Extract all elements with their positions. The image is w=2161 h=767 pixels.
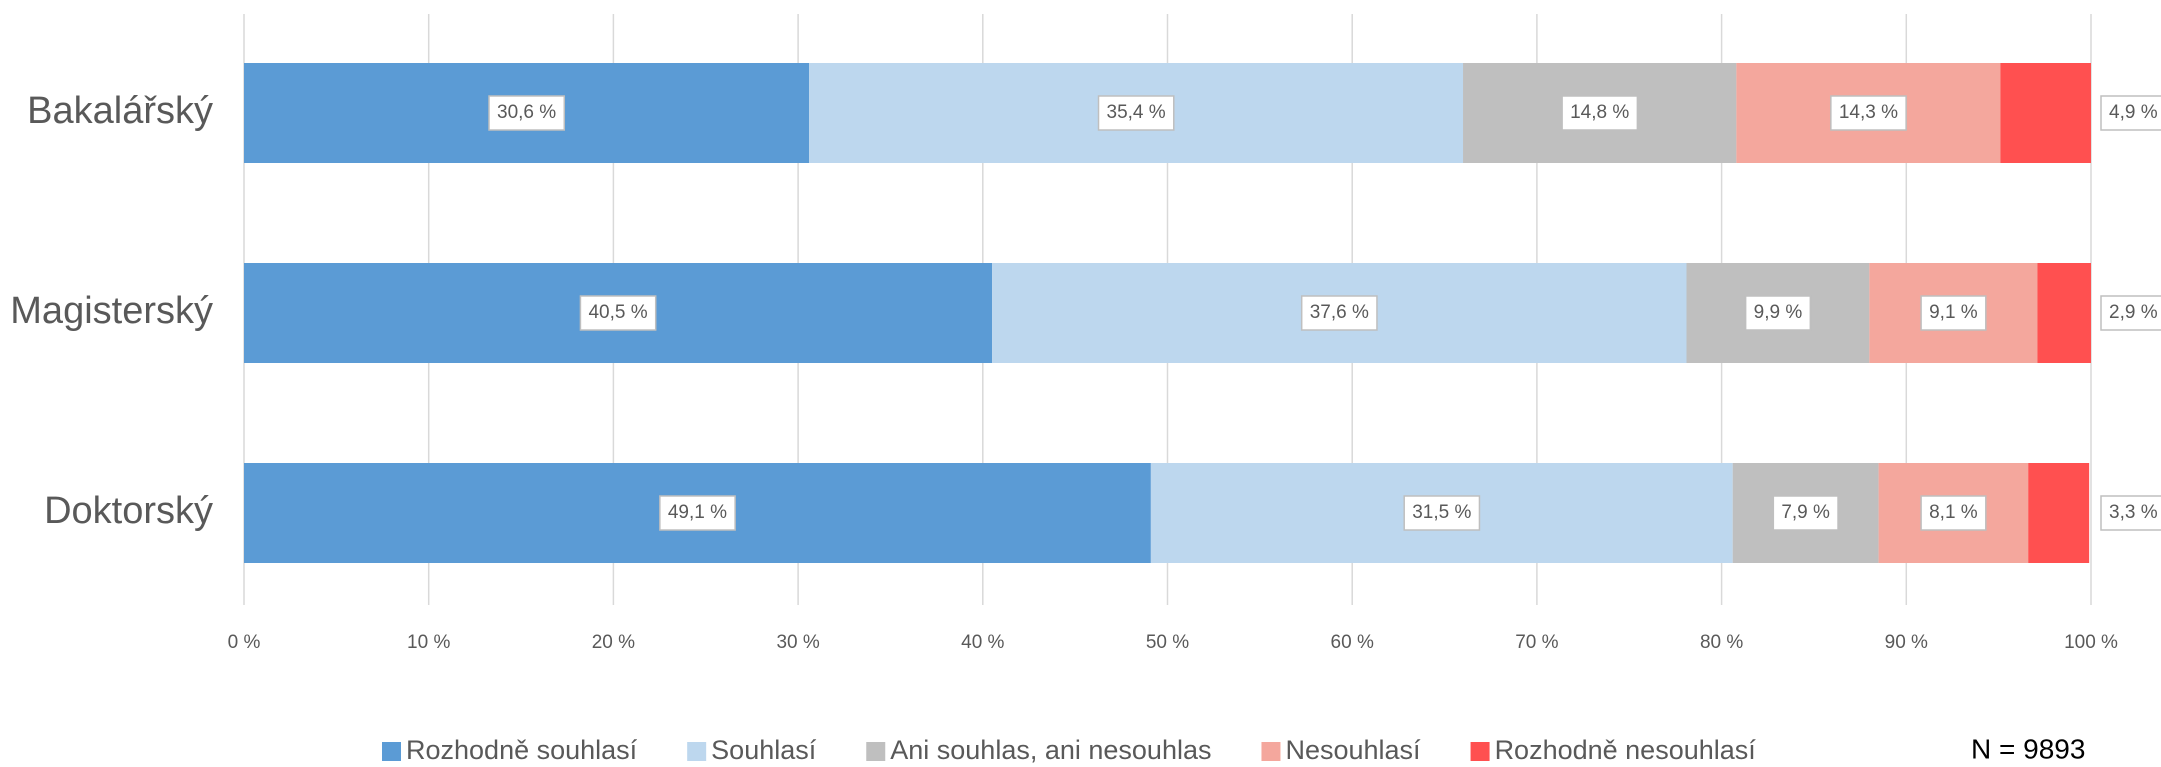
data-label-box xyxy=(1403,495,1481,531)
data-label: 14,3 % xyxy=(1839,102,1898,123)
data-label: 49,1 % xyxy=(668,502,727,523)
data-label: 40,5 % xyxy=(588,302,647,323)
data-label: 14,8 % xyxy=(1570,102,1629,123)
legend-swatch xyxy=(1261,742,1281,761)
data-label-box xyxy=(2100,295,2161,331)
category-label: Magisterský xyxy=(10,290,213,332)
data-label: 37,6 % xyxy=(1310,302,1369,323)
data-label-box xyxy=(1920,495,1987,531)
legend-label: Rozhodně souhlasí xyxy=(406,735,638,765)
data-label: 30,6 % xyxy=(497,102,556,123)
x-tick-label: 90 % xyxy=(1885,632,1928,653)
data-label: 35,4 % xyxy=(1107,102,1166,123)
data-label: 4,9 % xyxy=(2109,102,2158,123)
data-label: 2,9 % xyxy=(2109,302,2158,323)
data-label: 3,3 % xyxy=(2109,502,2158,523)
x-tick-label: 80 % xyxy=(1700,632,1743,653)
x-tick-label: 0 % xyxy=(228,632,261,653)
x-tick-label: 50 % xyxy=(1146,632,1189,653)
x-tick-label: 40 % xyxy=(961,632,1004,653)
x-tick-label: 30 % xyxy=(776,632,819,653)
data-label: 8,1 % xyxy=(1929,502,1978,523)
legend-label: Nesouhlasí xyxy=(1285,735,1421,765)
bar-segment xyxy=(2000,63,2091,163)
data-label: 9,9 % xyxy=(1754,302,1803,323)
bar-segment xyxy=(2037,263,2091,363)
x-tick-label: 10 % xyxy=(407,632,450,653)
x-tick-label: 70 % xyxy=(1515,632,1558,653)
x-tick-label: 20 % xyxy=(592,632,635,653)
data-label-box xyxy=(1772,495,1839,531)
legend-label: Rozhodně nesouhlasí xyxy=(1495,735,1757,765)
data-label-box xyxy=(1830,95,1907,131)
legend-label: Ani souhlas, ani nesouhlas xyxy=(890,735,1211,765)
x-tick-label: 60 % xyxy=(1331,632,1374,653)
annotation: N = 9893 xyxy=(1971,733,2085,764)
data-label-box xyxy=(1300,295,1378,331)
data-label-box xyxy=(659,495,736,531)
data-label: 9,1 % xyxy=(1929,302,1978,323)
legend-label: Souhlasí xyxy=(711,735,817,765)
legend-swatch xyxy=(1470,742,1490,761)
data-label-box xyxy=(1744,295,1812,331)
data-label-box xyxy=(1561,95,1639,131)
category-label: Doktorský xyxy=(44,490,213,532)
legend-swatch xyxy=(382,742,401,761)
data-label-box xyxy=(1920,295,1987,331)
legend-swatch xyxy=(687,742,707,761)
data-label-box xyxy=(2100,495,2161,531)
bar-segment xyxy=(2028,463,2090,563)
data-label-box xyxy=(2100,95,2161,131)
data-label: 31,5 % xyxy=(1412,502,1471,523)
data-label-box xyxy=(579,295,657,331)
category-label: Bakalářský xyxy=(27,90,213,132)
data-label-box xyxy=(488,95,566,131)
data-label-box xyxy=(1097,95,1175,131)
legend-swatch xyxy=(866,742,886,761)
data-label: 7,9 % xyxy=(1781,502,1830,523)
x-tick-label: 100 % xyxy=(2064,632,2118,653)
